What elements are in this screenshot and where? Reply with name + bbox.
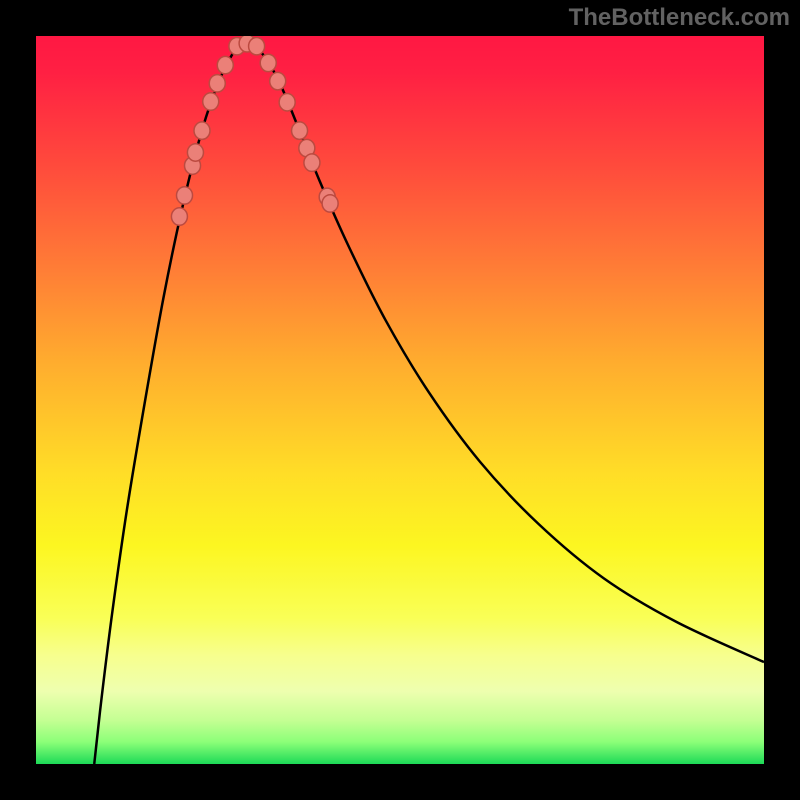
marker-right-1 <box>270 72 286 89</box>
marker-right-7 <box>322 195 338 212</box>
marker-right-3 <box>292 122 308 139</box>
watermark-text: TheBottleneck.com <box>569 4 790 32</box>
marker-right-5 <box>304 154 320 171</box>
marker-right-0 <box>260 54 276 71</box>
marker-left-6 <box>209 75 225 92</box>
chart-frame: TheBottleneck.com <box>0 0 800 800</box>
marker-right-2 <box>279 94 295 111</box>
marker-left-7 <box>217 56 233 73</box>
marker-bottom-2 <box>249 37 265 54</box>
plot-area <box>36 36 764 764</box>
marker-left-3 <box>187 144 203 161</box>
marker-left-5 <box>203 93 219 110</box>
marker-left-1 <box>177 187 193 204</box>
marker-left-4 <box>194 122 210 139</box>
marker-left-0 <box>171 208 187 225</box>
chart-svg <box>36 36 764 764</box>
